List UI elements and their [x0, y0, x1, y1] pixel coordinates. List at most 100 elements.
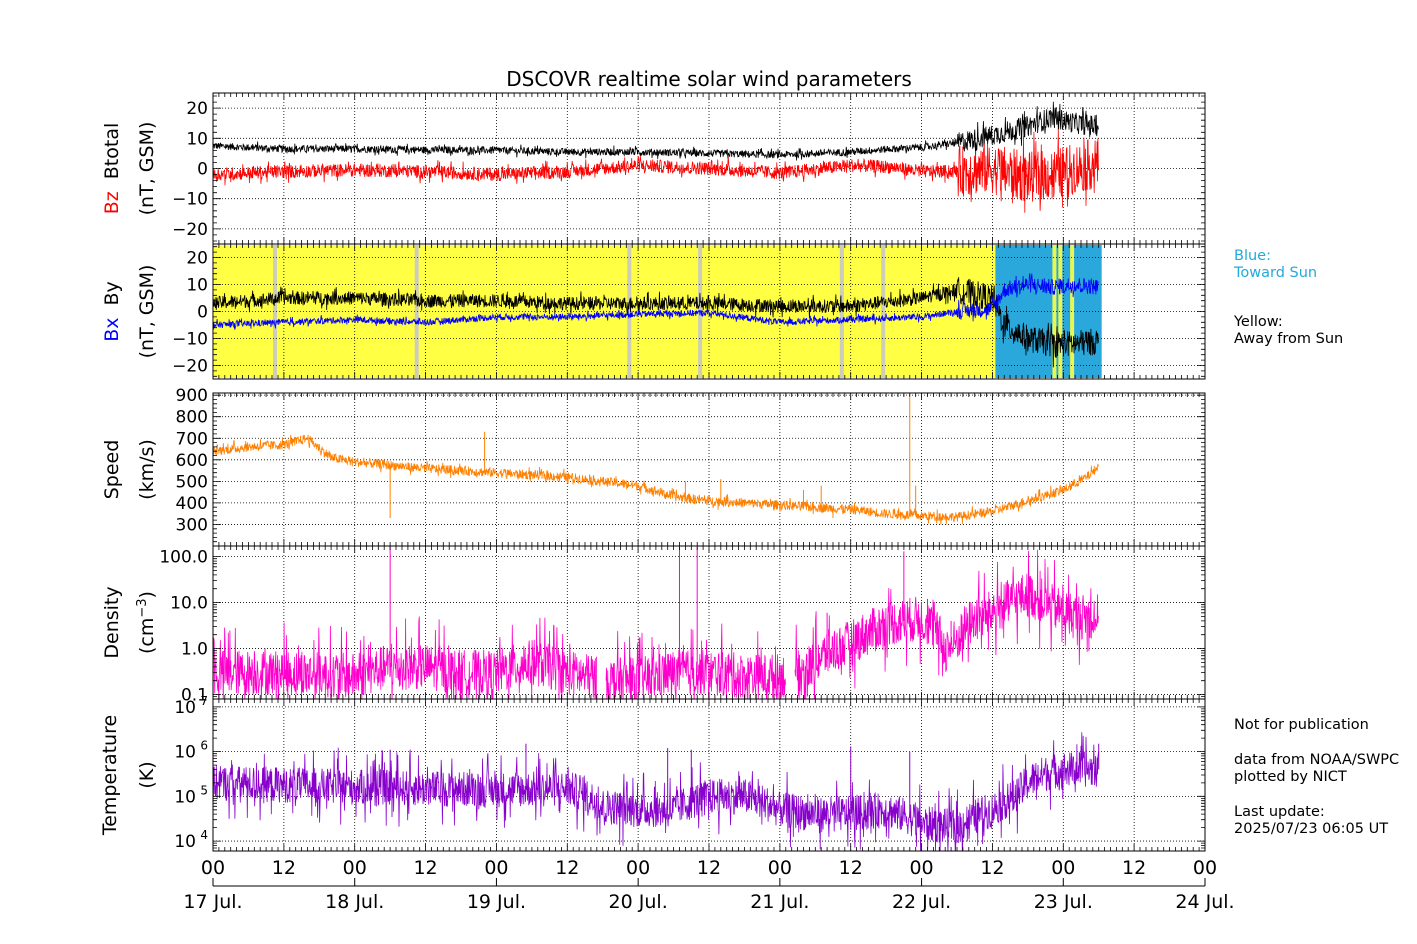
temperature-trace: [213, 732, 1099, 851]
x-hour-tick-label: 00: [484, 857, 508, 879]
x-hour-tick-label: 12: [839, 857, 863, 879]
y-axis-label-plain: By: [101, 281, 123, 305]
y-axis-units: (nT, GSM): [136, 122, 158, 216]
panel-mag_xy: 20 10 0 −10 −20 Bx By (nT, GSM): [101, 243, 1206, 380]
y-axis-units: (nT, GSM): [136, 265, 158, 359]
y-axis-label-colored: Bx: [101, 318, 123, 342]
y-tick-label: 10: [174, 743, 196, 763]
y-axis-units: (cm−3): [135, 591, 158, 654]
away-sun-legend: Yellow: Away from Sun: [1234, 314, 1343, 348]
x-minor-ticks: [218, 244, 1200, 379]
x-hour-tick-label: 00: [1051, 857, 1075, 879]
sector-gap-mark: [273, 245, 277, 378]
y-tick-label: 0: [197, 160, 208, 180]
x-minor-ticks: [218, 393, 1200, 546]
x-date-tick-label: 21 Jul.: [750, 891, 809, 913]
x-hour-tick-label: 00: [201, 857, 225, 879]
y-tick-label: 500: [176, 472, 208, 492]
x-hour-tick-label: 12: [697, 857, 721, 879]
y-tick-label: −10: [172, 330, 208, 350]
x-minor-ticks: [218, 93, 1200, 244]
y-axis-units-text: (km/s): [136, 439, 158, 500]
x-minor-ticks: [218, 546, 1200, 699]
x-date-tick-label: 24 Jul.: [1175, 891, 1234, 913]
sector-gap-mark: [839, 245, 844, 378]
y-tick-label: 300: [176, 515, 208, 535]
x-hour-tick-label: 12: [980, 857, 1004, 879]
y-axis-label-plain: Btotal: [101, 123, 123, 179]
y-tick-label: 900: [176, 386, 208, 406]
x-hour-tick-label: 00: [343, 857, 367, 879]
y-tick-label: 10: [186, 129, 208, 149]
series-speed: [213, 397, 1099, 525]
x-date-tick-label: 17 Jul.: [183, 891, 242, 913]
sector-gap-mark: [627, 245, 632, 378]
y-tick-label: 600: [176, 451, 208, 471]
sector-gap-mark: [414, 245, 419, 378]
x-hour-tick-label: 12: [1122, 857, 1146, 879]
x-minor-ticks: [218, 699, 1200, 851]
y-tick-label: 20: [186, 249, 208, 269]
y-tick-label: 0.1: [181, 686, 208, 706]
last-update-label: Last update:: [1234, 804, 1325, 820]
y-tick-label: 10: [174, 832, 196, 852]
y-ticks: [213, 246, 1205, 377]
y-axis-label: Density: [101, 586, 123, 658]
y-tick-label: −10: [172, 190, 208, 210]
panel-temperature: 10 7 10 6 10 5 10 4 Temperature (K): [99, 694, 1206, 852]
y-ticks: [213, 95, 1205, 242]
y-axis-units-text: (cm: [136, 618, 158, 654]
y-axis-units: (K): [136, 761, 158, 788]
y-axis-units: (km/s): [136, 439, 158, 500]
panel-frame: [212, 392, 1206, 547]
y-tick-label: 20: [186, 99, 208, 119]
y-tick-label: 1.0: [181, 640, 208, 660]
sector-gap-mark: [881, 245, 886, 378]
y-tick-label: 10: [186, 276, 208, 296]
away-sun-text: Away from Sun: [1234, 331, 1344, 347]
y-tick-exponent: 4: [200, 828, 208, 842]
by-trace: [213, 277, 1099, 368]
x-hour-tick-label: 00: [909, 857, 933, 879]
y-tick-exponent: 7: [200, 694, 208, 708]
x-hour-tick-label: 00: [1193, 857, 1217, 879]
data-source-note: data from NOAA/SWPC plotted by NICT: [1234, 752, 1399, 786]
x-hour-tick-label: 12: [413, 857, 437, 879]
y-tick-label: 100.0: [159, 548, 208, 568]
x-hour-tick-label: 00: [626, 857, 650, 879]
publication-notice: Not for publication: [1234, 717, 1369, 733]
chart-title: DSCOVR realtime solar wind parameters: [506, 67, 912, 91]
y-axis-units-text: (nT, GSM): [136, 265, 158, 359]
away-sun-label: Yellow:: [1234, 314, 1283, 330]
y-axis-label-colored: Bz: [101, 191, 123, 214]
panel-density: 100.0 10.0 1.0 0.1 Density (cm−3): [101, 545, 1206, 706]
y-tick-label: 700: [176, 429, 208, 449]
series-by: [213, 277, 1099, 368]
y-ticks: [213, 706, 1205, 852]
data-source-line: data from NOAA/SWPC: [1234, 752, 1400, 768]
last-update-value: 2025/07/23 06:05 UT: [1234, 821, 1389, 837]
sector-gap-mark: [1052, 245, 1057, 378]
x-hour-tick-label: 12: [555, 857, 579, 879]
bx-trace: [213, 273, 1099, 330]
y-tick-exponent: 5: [200, 783, 208, 797]
y-axis-units-text: (nT, GSM): [136, 122, 158, 216]
sector-gap-mark: [1070, 245, 1075, 378]
x-date-tick-label: 20 Jul.: [609, 891, 668, 913]
toward-sun-text: Toward Sun: [1234, 265, 1318, 281]
y-tick-label: 10: [174, 698, 196, 718]
y-tick-label: 0: [197, 303, 208, 323]
bz-trace: [213, 128, 1099, 213]
y-tick-label: 400: [176, 494, 208, 514]
x-date-tick-label: 19 Jul.: [467, 891, 526, 913]
y-axis-label: Bx By: [101, 281, 123, 342]
y-tick-label: 10.0: [170, 594, 208, 614]
x-axis: 00 12 00 12 00 12 00 12 00 12 00 12 00 12 00 17 Jul. 18 …: [183, 857, 1234, 913]
series-bx: [213, 273, 1099, 330]
toward-sun-label: Blue:: [1234, 248, 1271, 264]
sector-gap-mark: [1058, 245, 1063, 378]
x-date-tick-label: 18 Jul.: [325, 891, 384, 913]
toward-sun-legend: Blue: Toward Sun: [1234, 248, 1317, 282]
y-tick-label: −20: [172, 357, 208, 377]
